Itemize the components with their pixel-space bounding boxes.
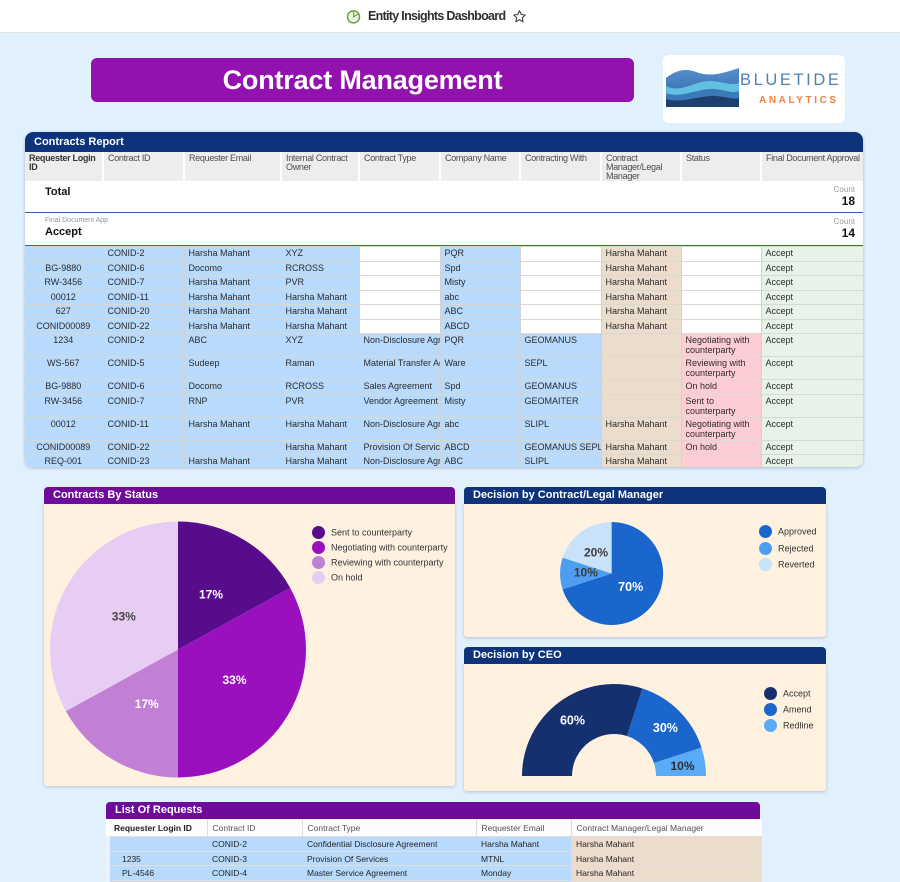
svg-text:60%: 60% xyxy=(560,714,585,728)
svg-text:17%: 17% xyxy=(199,588,223,602)
svg-text:10%: 10% xyxy=(670,759,694,773)
svg-text:10%: 10% xyxy=(574,565,598,579)
svg-text:70%: 70% xyxy=(618,580,643,594)
svg-text:30%: 30% xyxy=(653,721,678,735)
svg-text:33%: 33% xyxy=(112,610,136,624)
svg-text:20%: 20% xyxy=(584,545,608,559)
svg-text:33%: 33% xyxy=(222,673,246,687)
svg-text:17%: 17% xyxy=(135,697,159,711)
